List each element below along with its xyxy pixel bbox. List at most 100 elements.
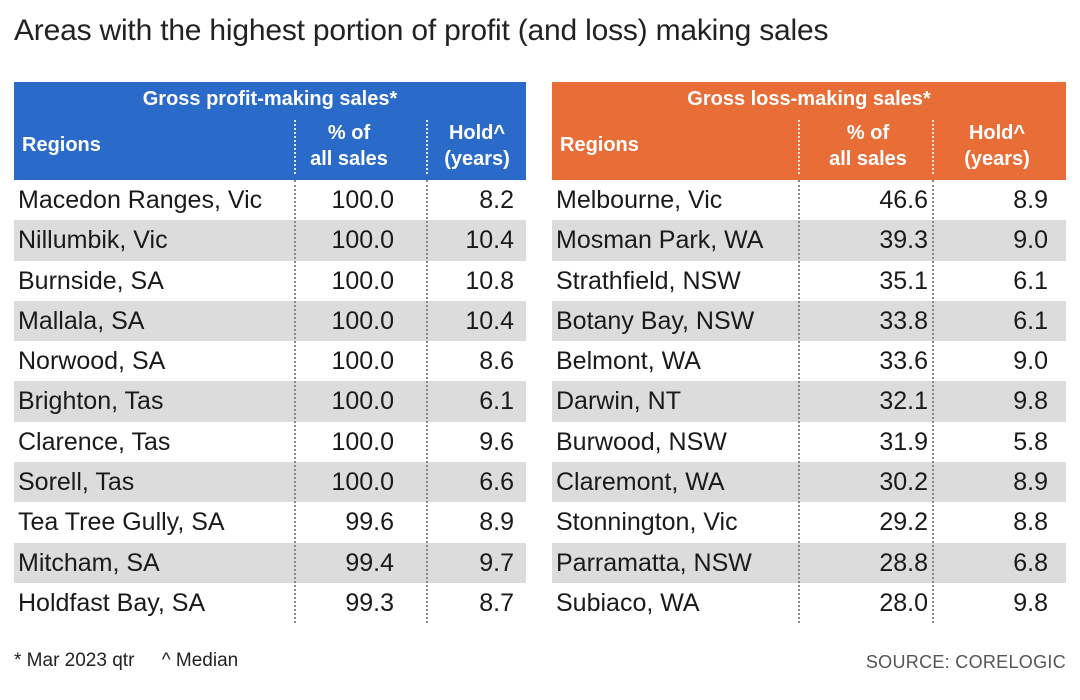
table-row: Sorell, Tas 100.0 6.6 bbox=[14, 462, 526, 503]
region-cell: Brighton, Tas bbox=[18, 387, 164, 416]
profit-table-body: Macedon Ranges, Vic 100.0 8.2 Nillumbik, Vi… bbox=[14, 180, 526, 624]
region-cell: Clarence, Tas bbox=[18, 427, 171, 456]
percent-cell: 100.0 bbox=[331, 468, 394, 497]
hold-cell: 6.6 bbox=[479, 468, 514, 497]
percent-cell: 33.8 bbox=[879, 306, 928, 335]
region-cell: Macedon Ranges, Vic bbox=[18, 186, 263, 214]
hold-cell: 6.1 bbox=[479, 387, 514, 416]
table-row: Mosman Park, WA 39.3 9.0 bbox=[552, 220, 1066, 261]
hold-cell: 8.9 bbox=[479, 508, 514, 537]
percent-cell: 99.4 bbox=[345, 548, 394, 577]
hold-cell: 8.9 bbox=[1013, 468, 1048, 497]
column-divider bbox=[294, 180, 296, 624]
table-row: Belmont, WA 33.6 9.0 bbox=[552, 341, 1066, 381]
table-row: Stonnington, Vic 29.2 8.8 bbox=[552, 502, 1066, 542]
region-cell: Darwin, NT bbox=[556, 387, 682, 416]
table-row: Norwood, SA 100.0 8.6 bbox=[14, 341, 526, 381]
page-title: Areas with the highest portion of profit… bbox=[14, 14, 829, 47]
hold-cell: 5.8 bbox=[1013, 427, 1048, 456]
profit-table-header: Gross profit-making sales* Regions % of all… bbox=[14, 82, 526, 180]
percent-cell: 46.6 bbox=[879, 186, 928, 214]
percent-cell: 30.2 bbox=[879, 468, 928, 497]
table-row: Claremont, WA 30.2 8.9 bbox=[552, 462, 1066, 503]
hold-cell: 8.8 bbox=[1013, 508, 1048, 537]
table-row: Holdfast Bay, SA 99.3 8.7 bbox=[14, 583, 526, 623]
loss-table-header: Gross loss-making sales* Regions % of all s… bbox=[552, 82, 1066, 180]
percent-cell: 35.1 bbox=[879, 266, 928, 295]
percent-cell: 29.2 bbox=[879, 508, 928, 537]
percent-cell: 31.9 bbox=[879, 427, 928, 456]
hold-cell: 9.0 bbox=[1013, 347, 1048, 376]
profit-column-header-1: % of all sales bbox=[310, 122, 388, 170]
table-row: Macedon Ranges, Vic 100.0 8.2 bbox=[14, 180, 526, 220]
region-cell: Burwood, NSW bbox=[556, 427, 727, 456]
profit-sales-table: Gross profit-making sales* Regions % of all… bbox=[14, 82, 526, 624]
column-divider bbox=[426, 180, 428, 624]
footnotes: * Mar 2023 qtr ^ Median bbox=[14, 650, 238, 672]
hold-cell: 8.7 bbox=[479, 588, 514, 617]
percent-cell: 100.0 bbox=[331, 387, 394, 416]
region-cell: Tea Tree Gully, SA bbox=[18, 508, 225, 537]
region-cell: Subiaco, WA bbox=[556, 588, 700, 617]
loss-sales-table: Gross loss-making sales* Regions % of all s… bbox=[552, 82, 1066, 624]
region-cell: Mitcham, SA bbox=[18, 548, 160, 577]
hold-cell: 10.8 bbox=[465, 266, 514, 295]
percent-cell: 32.1 bbox=[879, 387, 928, 416]
percent-cell: 99.6 bbox=[345, 508, 394, 537]
table-row: Mitcham, SA 99.4 9.7 bbox=[14, 542, 526, 583]
table-row: Tea Tree Gully, SA 99.6 8.9 bbox=[14, 502, 526, 542]
column-divider bbox=[426, 120, 428, 174]
column-divider bbox=[932, 180, 934, 624]
hold-cell: 9.8 bbox=[1013, 588, 1048, 617]
percent-cell: 100.0 bbox=[331, 306, 394, 335]
region-cell: Mallala, SA bbox=[18, 306, 145, 335]
region-cell: Belmont, WA bbox=[556, 347, 701, 376]
hold-cell: 8.2 bbox=[479, 186, 514, 214]
loss-column-header-0: Regions bbox=[560, 134, 639, 156]
hold-cell: 8.9 bbox=[1013, 186, 1048, 214]
loss-table-title: Gross loss-making sales* bbox=[687, 88, 931, 110]
hold-cell: 10.4 bbox=[465, 226, 514, 255]
region-cell: Holdfast Bay, SA bbox=[18, 588, 206, 617]
percent-cell: 99.3 bbox=[345, 588, 394, 617]
percent-cell: 28.0 bbox=[879, 588, 928, 617]
column-divider bbox=[932, 120, 934, 174]
table-row: Brighton, Tas 100.0 6.1 bbox=[14, 381, 526, 422]
region-cell: Claremont, WA bbox=[556, 468, 725, 497]
column-divider bbox=[798, 180, 800, 624]
table-row: Burnside, SA 100.0 10.8 bbox=[14, 261, 526, 301]
hold-cell: 8.6 bbox=[479, 347, 514, 376]
percent-cell: 39.3 bbox=[879, 226, 928, 255]
percent-cell: 100.0 bbox=[331, 427, 394, 456]
percent-cell: 100.0 bbox=[331, 226, 394, 255]
hold-cell: 6.1 bbox=[1013, 266, 1048, 295]
region-cell: Strathfield, NSW bbox=[556, 266, 741, 295]
percent-cell: 100.0 bbox=[331, 186, 394, 214]
table-row: Mallala, SA 100.0 10.4 bbox=[14, 300, 526, 342]
hold-cell: 6.1 bbox=[1013, 306, 1048, 335]
region-cell: Sorell, Tas bbox=[18, 468, 135, 497]
table-row: Clarence, Tas 100.0 9.6 bbox=[14, 422, 526, 462]
loss-column-header-1: % of all sales bbox=[829, 122, 907, 170]
profit-table-title: Gross profit-making sales* bbox=[142, 88, 398, 110]
table-row: Parramatta, NSW 28.8 6.8 bbox=[552, 542, 1066, 583]
region-cell: Botany Bay, NSW bbox=[556, 306, 755, 335]
hold-cell: 9.8 bbox=[1013, 387, 1048, 416]
table-row: Botany Bay, NSW 33.8 6.1 bbox=[552, 300, 1066, 342]
table-row: Subiaco, WA 28.0 9.8 bbox=[552, 583, 1066, 623]
percent-cell: 100.0 bbox=[331, 266, 394, 295]
percent-cell: 100.0 bbox=[331, 347, 394, 376]
table-row: Melbourne, Vic 46.6 8.9 bbox=[552, 180, 1066, 220]
hold-cell: 9.0 bbox=[1013, 226, 1048, 255]
hold-cell: 10.4 bbox=[465, 306, 514, 335]
hold-cell: 6.8 bbox=[1013, 548, 1048, 577]
column-divider bbox=[798, 120, 800, 174]
source-credit: SOURCE: CORELOGIC bbox=[865, 652, 1066, 672]
table-row: Burwood, NSW 31.9 5.8 bbox=[552, 422, 1066, 462]
region-cell: Norwood, SA bbox=[18, 347, 166, 376]
region-cell: Stonnington, Vic bbox=[556, 508, 738, 537]
loss-column-header-2: Hold^ (years) bbox=[964, 122, 1030, 170]
table-row: Strathfield, NSW 35.1 6.1 bbox=[552, 261, 1066, 301]
region-cell: Parramatta, NSW bbox=[556, 548, 752, 577]
footnote-asterisk: * Mar 2023 qtr bbox=[14, 650, 135, 671]
